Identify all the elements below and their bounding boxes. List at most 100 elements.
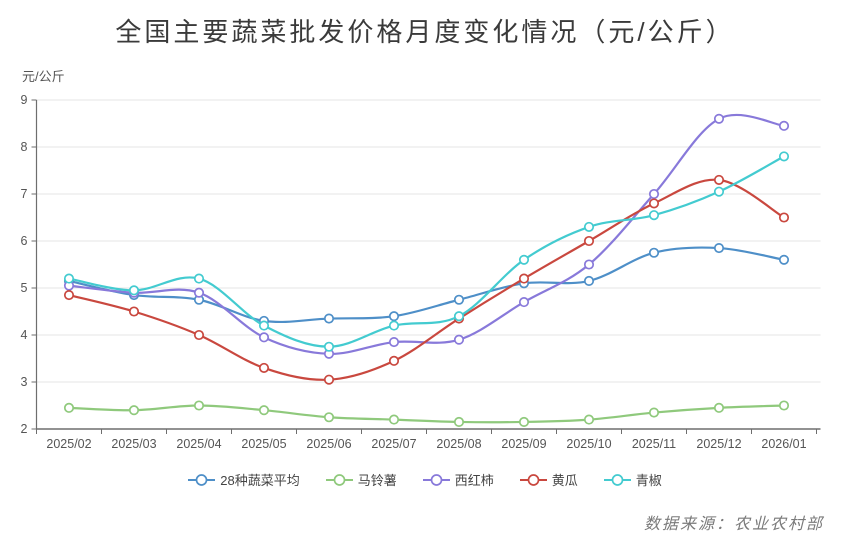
legend-marker-icon [325,473,353,486]
legend: 28种蔬菜平均 马铃薯 西红柿 黄瓜 青椒 [0,470,850,489]
data-point-marker [583,221,595,232]
series-line [67,155,786,348]
data-point-marker [453,334,465,345]
data-point-marker [778,151,790,162]
data-point-marker [258,320,270,331]
series-line [67,404,786,424]
data-point-marker [63,289,75,301]
data-point-marker [453,294,465,305]
x-tick-label: 2025/02 [46,437,91,451]
data-point-marker [323,412,335,423]
legend-marker-icon [603,473,631,486]
x-tick-label: 2025/07 [371,437,416,451]
data-point-marker [388,336,400,348]
data-point-marker [778,400,790,411]
series-line [67,178,786,381]
legend-label: 28种蔬菜平均 [220,473,300,488]
legend-circle [195,473,208,486]
data-point-marker [63,402,75,413]
data-point-marker [388,355,400,366]
legend-item-5[interactable]: 青椒 [603,470,662,489]
x-tick-label: 2025/08 [436,437,481,451]
legend-label: 西红柿 [454,473,494,488]
y-tick-label: 8 [21,140,28,154]
data-point-marker [583,259,595,270]
legend-marker-icon [519,473,547,486]
x-tick-label: 2025/03 [111,437,156,451]
x-tick-label: 2025/04 [176,437,221,451]
x-tick-label: 2025/11 [632,437,676,451]
x-tick-label: 2025/05 [241,437,286,451]
data-point-marker [583,414,595,425]
x-tick-label: 2025/09 [501,437,546,451]
data-point-marker [128,405,140,416]
y-tick-label: 9 [21,93,28,107]
data-point-marker [713,113,725,124]
data-point-marker [388,414,400,425]
legend-item-2[interactable]: 马铃薯 [325,470,397,489]
data-point-marker [388,320,400,331]
data-point-marker [323,341,335,352]
y-tick-label: 3 [21,375,28,389]
legend-marker-icon [422,473,450,486]
series-马铃薯 [63,400,790,427]
legend-label: 马铃薯 [357,473,397,488]
x-tick-label: 2025/06 [306,437,351,451]
legend-item-4[interactable]: 黄瓜 [519,470,578,489]
legend-label: 青椒 [635,473,662,488]
data-point-marker [193,287,205,298]
data-point-marker [453,416,465,427]
legend-item-1[interactable]: 28种蔬菜平均 [188,470,300,489]
data-point-marker [778,254,790,265]
data-point-marker [648,188,660,200]
legend-item-3[interactable]: 西红柿 [422,470,494,489]
data-point-marker [778,120,790,131]
data-point-marker [128,285,140,296]
data-source: 数据来源：农业农村部 [643,516,824,533]
series-西红柿 [63,113,790,359]
data-point-marker [518,254,530,265]
data-point-marker [583,275,595,286]
data-point-marker [193,273,205,284]
data-point-marker [323,313,335,324]
data-point-marker [713,186,725,197]
legend-circle [527,473,540,486]
data-point-marker [258,332,270,343]
y-axis-unit-label: 元/公斤 [22,69,65,84]
data-point-marker [648,198,660,209]
x-tick-label: 2025/12 [696,437,741,451]
data-point-marker [193,400,205,411]
legend-circle [430,473,443,486]
data-point-marker [648,407,660,418]
data-point-marker [713,243,725,254]
y-tick-label: 5 [21,281,28,295]
x-tick-label: 2025/10 [566,437,611,451]
series-28种蔬菜平均 [63,243,790,326]
data-point-marker [713,174,725,185]
series-黄瓜 [63,174,790,385]
data-point-marker [453,311,465,322]
series-line [67,113,786,355]
series-line [67,246,786,324]
data-point-marker [63,273,75,284]
y-tick-label: 7 [21,187,28,201]
y-tick-label: 4 [21,328,28,342]
series-青椒 [63,151,790,352]
data-point-marker [388,311,400,322]
data-point-marker [713,402,725,413]
data-point-marker [583,235,595,247]
data-point-marker [518,273,530,284]
data-point-marker [258,362,270,373]
data-point-marker [518,416,530,427]
chart-title: 全国主要蔬菜批发价格月度变化情况（元/公斤） [115,17,735,47]
data-point-marker [258,405,270,416]
data-point-marker [128,306,140,317]
x-tick-label: 2026/01 [761,437,806,451]
legend-label: 黄瓜 [551,473,578,488]
y-tick-label: 2 [21,422,28,436]
data-point-marker [648,247,660,258]
data-point-marker [648,210,660,221]
y-tick-label: 6 [21,234,28,248]
